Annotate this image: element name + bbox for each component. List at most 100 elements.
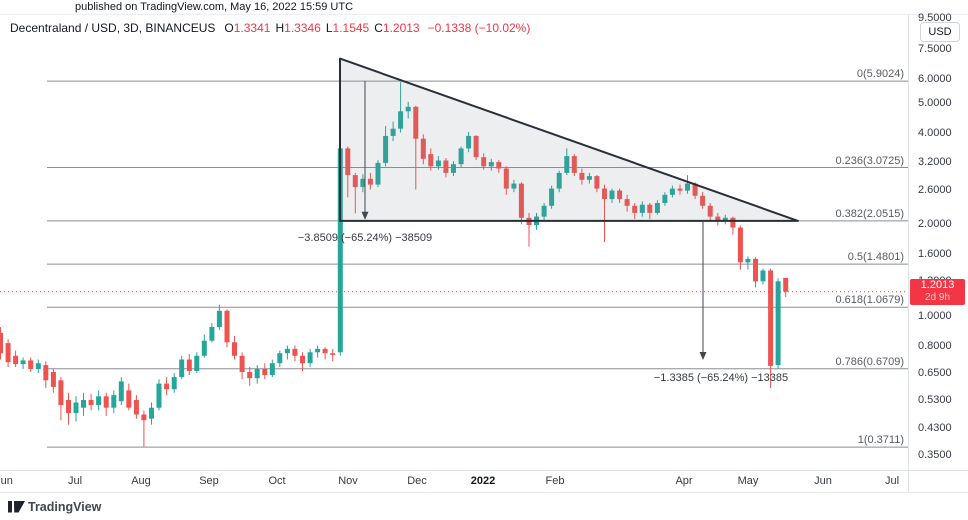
price-tick-label: 4.0000	[918, 126, 952, 139]
chart-pane[interactable]: 0(5.9024) 0.236(3.0725) 0.382(2.0515) 0.5(1…	[0, 14, 908, 470]
publish-info-text: published on TradingView.com, May 16, 20…	[75, 1, 354, 13]
candle-body	[81, 400, 86, 408]
candle-body	[337, 148, 343, 353]
candle-body	[111, 395, 117, 408]
candle-body	[322, 348, 328, 354]
candle-body	[118, 381, 124, 402]
candlestick-chart[interactable]	[0, 14, 908, 470]
candle-body	[511, 183, 517, 189]
candle-body	[541, 205, 547, 217]
candle-body	[700, 195, 706, 206]
candle-body	[654, 203, 660, 213]
time-axis[interactable]: Jun Jul Aug Sep Oct Nov Dec 2022 Feb Apr May Jun Jul	[0, 471, 968, 492]
fib-level-label: 0(5.9024)	[856, 68, 904, 81]
candle-body	[647, 204, 653, 213]
time-axis-border	[0, 470, 968, 471]
candle-body	[753, 258, 758, 282]
candle-body	[564, 156, 570, 173]
candle-body	[760, 270, 766, 282]
candle-body	[488, 162, 494, 167]
candle-body	[503, 168, 509, 189]
symbol-title[interactable]: Decentraland / USD, 3D, BINANCEUS	[10, 21, 216, 35]
time-tick-label: Jul	[884, 475, 900, 487]
currency-toggle-button[interactable]: USD	[920, 22, 960, 42]
candle-body	[586, 176, 592, 180]
candle-body	[88, 400, 94, 406]
price-tick-label: 5.0000	[918, 97, 952, 110]
price-axis[interactable]: USD 1.2013 2d 9h 9.5000 7.5000 6.0000 5.000…	[908, 12, 968, 470]
price-tick-label: 0.5300	[918, 394, 952, 406]
candle-body	[722, 217, 728, 221]
candle-body	[141, 414, 147, 421]
candle-body	[451, 164, 456, 173]
high-value: 1.3346	[284, 21, 321, 35]
price-axis-border	[908, 14, 909, 492]
candle-body	[352, 175, 358, 188]
measurement-annotation: −1.3385 (−65.24%) −13385	[653, 372, 789, 384]
time-tick-label: Feb	[545, 475, 565, 487]
candle-body	[466, 135, 472, 149]
price-tick-label: 1.0000	[918, 310, 952, 322]
candle-body	[579, 172, 585, 180]
price-tick-label: 9.5000	[918, 12, 952, 25]
candle-body	[662, 194, 668, 203]
price-tick-label: 0.8000	[918, 339, 952, 352]
candle-body	[398, 111, 404, 129]
close-label: C	[374, 21, 383, 35]
candle-body	[126, 390, 132, 408]
candle-body	[307, 352, 313, 364]
candle-body	[707, 205, 713, 217]
candle-body	[73, 402, 79, 414]
candle-body	[609, 190, 615, 200]
measure-arrow-head	[699, 352, 707, 360]
candle-body	[768, 270, 774, 366]
time-tick-label: Sep	[199, 475, 219, 487]
candle-body	[5, 343, 11, 363]
candle-body	[383, 135, 389, 163]
candle-body	[156, 383, 162, 408]
candle-body	[473, 135, 479, 158]
candle-body	[262, 369, 268, 375]
candle-body	[284, 348, 290, 354]
candle-body	[149, 407, 154, 419]
candle-body	[239, 355, 245, 372]
price-tick-label: 2.0000	[918, 218, 952, 231]
candle-body	[300, 355, 305, 364]
triangle-pattern-drawing[interactable]	[339, 57, 799, 222]
candle-body	[216, 310, 222, 327]
candle-body	[360, 178, 366, 188]
candle-body	[443, 160, 449, 173]
candle-body	[171, 377, 177, 390]
last-price-value: 1.2013	[920, 278, 955, 291]
candle-body	[209, 327, 215, 341]
tradingview-logo-icon	[8, 501, 25, 513]
candle-body	[428, 154, 434, 167]
price-tick-label: 0.3500	[918, 448, 952, 461]
candle-body	[164, 383, 170, 390]
candle-body	[133, 400, 139, 415]
candle-body	[549, 188, 555, 206]
candle-body	[685, 183, 690, 191]
candle-body	[617, 190, 623, 200]
candle-body	[737, 227, 743, 263]
candle-body	[458, 148, 464, 165]
candle-body	[103, 396, 109, 408]
candle-body	[390, 128, 396, 136]
candle-body	[28, 360, 34, 369]
time-tick-label: Jun	[814, 475, 832, 487]
tradingview-brand-link[interactable]: TradingView	[28, 500, 102, 514]
open-label: O	[224, 21, 234, 35]
candle-body	[269, 363, 275, 375]
price-tick-label: 1.6000	[918, 247, 952, 260]
time-tick-label: Dec	[407, 475, 427, 487]
candle-body	[602, 188, 607, 200]
candle-body	[224, 310, 230, 343]
open-value: 1.3341	[233, 21, 271, 35]
candle-body	[669, 188, 675, 195]
close-value: 1.2013	[382, 21, 420, 35]
candle-body	[186, 359, 192, 371]
candle-body	[481, 157, 487, 167]
candle-body	[624, 199, 630, 206]
change-value: −0.1338 (−10.02%)	[427, 21, 531, 35]
